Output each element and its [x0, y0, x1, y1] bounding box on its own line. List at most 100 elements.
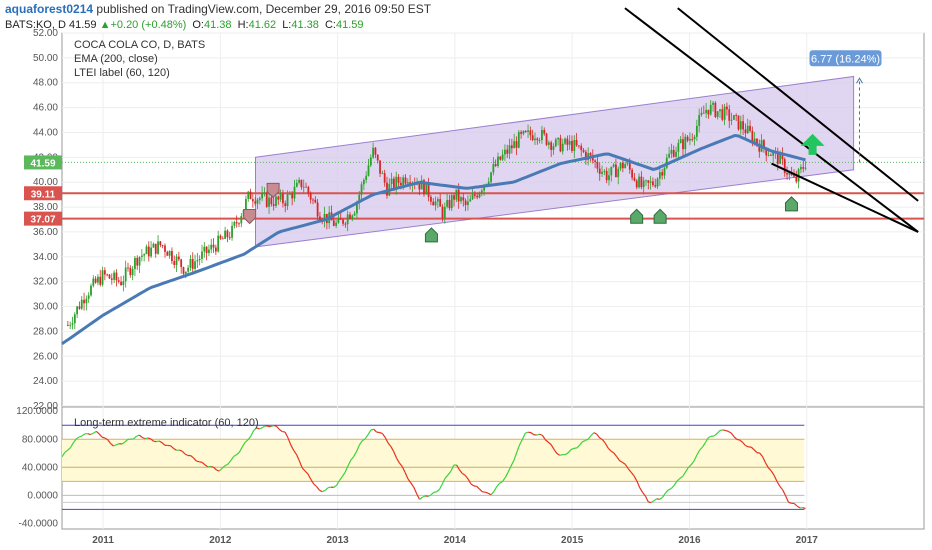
candle-body: [85, 298, 88, 304]
ltei-segment: [687, 464, 692, 469]
time-tick-label: 2016: [678, 535, 701, 546]
ltei-segment: [336, 480, 340, 486]
ltei-segment: [313, 483, 317, 487]
candle-body: [719, 109, 721, 112]
candle-body: [728, 109, 731, 121]
ltei-segment: [158, 440, 163, 444]
ltei-segment: [327, 486, 331, 489]
candle-body: [231, 225, 233, 238]
candle-body: [589, 153, 592, 156]
candle-body: [69, 324, 72, 326]
ltei-segment: [539, 433, 543, 436]
measure-label-text: 6.77 (16.24%): [811, 53, 880, 65]
ltei-segment: [716, 430, 721, 435]
candle-body: [138, 256, 141, 266]
ltei-segment: [310, 478, 315, 485]
candle-body: [279, 193, 282, 200]
candle-body: [695, 125, 698, 137]
candle-body: [110, 278, 113, 280]
candle-body: [221, 238, 224, 240]
candle-body: [776, 151, 779, 164]
ltei-segment: [250, 430, 255, 437]
ema-200-line[interactable]: [61, 134, 806, 346]
candle-body: [547, 142, 550, 145]
candle-body: [779, 153, 782, 164]
candle-body: [399, 182, 402, 186]
candle-body: [765, 148, 768, 156]
ltei-segment: [653, 498, 658, 502]
oscillator-tick-label: -40.0000: [19, 518, 59, 529]
ltei-segment: [525, 431, 529, 434]
ltei-segment: [141, 436, 146, 440]
candle-body: [469, 199, 472, 202]
candle-body: [323, 213, 326, 221]
ltei-segment: [585, 438, 589, 442]
ltei-segment: [93, 430, 97, 434]
price-tick-label: 30.00: [33, 302, 58, 313]
candle-body: [524, 131, 527, 132]
candle-body: [284, 203, 287, 207]
close-label: C:: [324, 19, 336, 31]
candle-body: [800, 167, 802, 170]
ltei-segment: [221, 465, 226, 469]
ltei-segment: [390, 446, 395, 452]
candle-body: [92, 278, 95, 286]
candle-body: [275, 196, 277, 206]
price-layer: 6.77 (16.24%): [61, 7, 924, 346]
candle-body: [499, 156, 502, 160]
ltei-segment: [639, 487, 644, 493]
candle-body: [369, 157, 372, 166]
ltei-segment: [347, 459, 352, 467]
time-axis[interactable]: 2011 2012 2013 2014 2015 2016 2017: [92, 535, 818, 546]
ltei-segment: [322, 489, 326, 493]
ltei-segment: [773, 475, 778, 482]
ltei-segment: [256, 427, 260, 430]
candle-body: [212, 244, 215, 248]
candle-body: [351, 215, 354, 219]
trendline[interactable]: [624, 7, 919, 233]
ltei-segment: [361, 438, 366, 442]
candle-body: [714, 102, 717, 117]
candle-body: [254, 201, 257, 204]
candle-body: [175, 256, 178, 266]
candle-body: [658, 172, 661, 179]
ltei-segment: [227, 460, 232, 465]
candle-body: [772, 151, 775, 156]
ltei-segment: [64, 449, 69, 453]
chart-header: aquaforest0214 published on TradingView.…: [5, 0, 925, 32]
candle-body: [397, 176, 400, 183]
ltei-segment: [730, 432, 735, 438]
legend-title: COCA COLA CO, D, BATS: [74, 39, 205, 51]
candle-body: [739, 121, 742, 130]
candle-body: [108, 274, 111, 279]
sell-signal-marker: [266, 182, 280, 199]
ltei-segment: [576, 444, 581, 449]
ltei-segment: [116, 443, 120, 446]
ltei-segment: [619, 460, 623, 463]
candle-body: [312, 199, 314, 201]
ltei-segment: [278, 428, 283, 433]
candle-body: [441, 206, 444, 218]
candle-body: [291, 193, 294, 199]
candle-body: [485, 183, 488, 185]
candle-body: [448, 200, 451, 209]
candle-body: [767, 154, 770, 156]
candle-body: [423, 180, 425, 195]
trendline[interactable]: [771, 162, 919, 233]
candle-body: [617, 168, 620, 178]
ltei-segment: [682, 471, 686, 477]
trendline[interactable]: [677, 7, 919, 202]
candle-body: [263, 193, 266, 195]
level1-price-label-text: 39.11: [31, 189, 56, 200]
ltei-segment: [199, 461, 203, 463]
ltei-segment: [244, 439, 249, 443]
buy-signal-marker: [653, 208, 667, 224]
candle-body: [145, 246, 148, 255]
candle-body: [698, 114, 701, 126]
ltei-segment: [136, 434, 140, 437]
ltei-segment: [436, 488, 440, 493]
ltei-segment: [490, 491, 495, 496]
author-link[interactable]: aquaforest0214: [5, 2, 94, 16]
ltei-segment: [756, 452, 760, 454]
